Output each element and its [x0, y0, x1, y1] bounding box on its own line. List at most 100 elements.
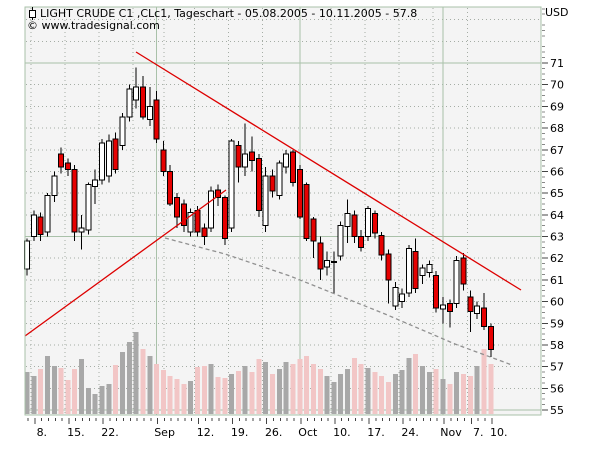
candle-body-down[interactable] [378, 234, 385, 256]
volume-bar[interactable] [154, 364, 160, 414]
candle-body-up[interactable] [419, 267, 426, 277]
volume-bar[interactable] [283, 362, 289, 414]
volume-bar[interactable] [399, 370, 405, 414]
volume-bar[interactable] [310, 364, 316, 414]
candle-body-down[interactable] [64, 162, 71, 170]
volume-bar[interactable] [263, 362, 269, 414]
volume-bar[interactable] [222, 378, 228, 414]
volume-bar[interactable] [358, 364, 364, 414]
candle-body-down[interactable] [385, 253, 392, 281]
volume-bar[interactable] [31, 376, 37, 414]
volume-bar[interactable] [229, 374, 235, 414]
candle-body-up[interactable] [453, 259, 460, 305]
candle-body-down[interactable] [180, 203, 187, 227]
candle-body-up[interactable] [330, 260, 337, 264]
volume-bar[interactable] [270, 374, 276, 414]
candle-body-up[interactable] [228, 140, 235, 229]
candle-body-up[interactable] [30, 214, 37, 237]
candle-body-up[interactable] [85, 183, 92, 231]
volume-bar[interactable] [365, 368, 371, 414]
volume-bar[interactable] [160, 370, 166, 414]
volume-bar[interactable] [188, 381, 194, 414]
candle-body-down[interactable] [467, 296, 474, 312]
volume-bar[interactable] [351, 358, 357, 414]
volume-bar[interactable] [113, 365, 119, 414]
candle-body-down[interactable] [446, 303, 453, 312]
candle-body-up[interactable] [146, 105, 153, 120]
volume-bar[interactable] [51, 366, 57, 414]
candle-body-down[interactable] [310, 218, 317, 242]
candle-body-down[interactable] [351, 214, 358, 237]
candle-body-down[interactable] [221, 196, 228, 240]
volume-bar[interactable] [297, 359, 303, 414]
volume-bar[interactable] [276, 369, 282, 414]
volume-bar[interactable] [372, 372, 378, 414]
candle-body-down[interactable] [167, 170, 174, 205]
candle-body-down[interactable] [201, 227, 208, 237]
volume-bar[interactable] [85, 388, 91, 414]
volume-bar[interactable] [44, 356, 50, 414]
volume-bar[interactable] [208, 364, 214, 414]
candle-body-up[interactable] [365, 207, 371, 237]
volume-bar[interactable] [338, 374, 344, 414]
candle-body-up[interactable] [392, 286, 399, 307]
candle-body-up[interactable] [426, 264, 433, 273]
volume-bar[interactable] [72, 369, 78, 414]
candle-body-down[interactable] [460, 257, 467, 285]
volume-bar[interactable] [181, 384, 187, 414]
candle-body-down[interactable] [296, 168, 303, 218]
volume-bar[interactable] [317, 369, 323, 414]
volume-bar[interactable] [460, 374, 466, 414]
volume-bar[interactable] [126, 342, 132, 414]
candle-body-down[interactable] [412, 251, 419, 290]
candle-body-down[interactable] [269, 175, 276, 192]
volume-bar[interactable] [454, 372, 460, 414]
candle-body-up[interactable] [474, 305, 481, 314]
candle-body-down[interactable] [235, 144, 242, 168]
candle-body-up[interactable] [262, 175, 269, 227]
volume-bar[interactable] [406, 358, 412, 414]
volume-bar[interactable] [133, 332, 139, 414]
volume-bar[interactable] [385, 382, 391, 414]
volume-bar[interactable] [195, 367, 200, 414]
candle-body-up[interactable] [44, 194, 51, 233]
volume-bar[interactable] [467, 376, 473, 414]
descending-resistance-line[interactable] [135, 51, 522, 291]
candle-body-down[interactable] [112, 138, 119, 170]
candle-body-up[interactable] [105, 140, 112, 177]
candle-body-down[interactable] [480, 307, 487, 328]
candle-body-up[interactable] [187, 212, 194, 233]
volume-bar[interactable] [447, 384, 453, 414]
candle-body-down[interactable] [174, 196, 181, 218]
volume-bar[interactable] [140, 349, 146, 414]
dashed-support-line[interactable] [164, 237, 513, 366]
volume-bar[interactable] [79, 359, 85, 414]
candle-body-down[interactable] [153, 99, 160, 140]
volume-bar[interactable] [392, 374, 398, 414]
volume-bar[interactable] [488, 364, 494, 414]
volume-bar[interactable] [119, 352, 125, 414]
candle-body-down[interactable] [255, 157, 262, 211]
volume-bar[interactable] [147, 356, 153, 414]
volume-bar[interactable] [215, 377, 221, 414]
volume-bar[interactable] [235, 371, 241, 414]
volume-bar[interactable] [242, 366, 248, 414]
volume-bar[interactable] [290, 364, 296, 414]
ascending-support-line[interactable] [24, 189, 227, 337]
candle-body-up[interactable] [283, 153, 290, 168]
volume-bar[interactable] [331, 382, 337, 414]
volume-bar[interactable] [420, 366, 426, 414]
candle-body-down[interactable] [139, 86, 146, 118]
candle-body-up[interactable] [337, 225, 344, 257]
candle-body-up[interactable] [92, 179, 99, 188]
volume-bar[interactable] [65, 380, 71, 414]
candle-body-down[interactable] [317, 242, 324, 270]
candle-body-down[interactable] [371, 213, 378, 234]
candle-body-up[interactable] [324, 259, 331, 268]
candle-body-down[interactable] [71, 168, 78, 233]
volume-bar[interactable] [379, 376, 385, 414]
volume-bar[interactable] [324, 376, 330, 414]
candle-body-down[interactable] [37, 216, 44, 235]
candle-body-down[interactable] [58, 153, 65, 168]
volume-bar[interactable] [426, 372, 432, 414]
